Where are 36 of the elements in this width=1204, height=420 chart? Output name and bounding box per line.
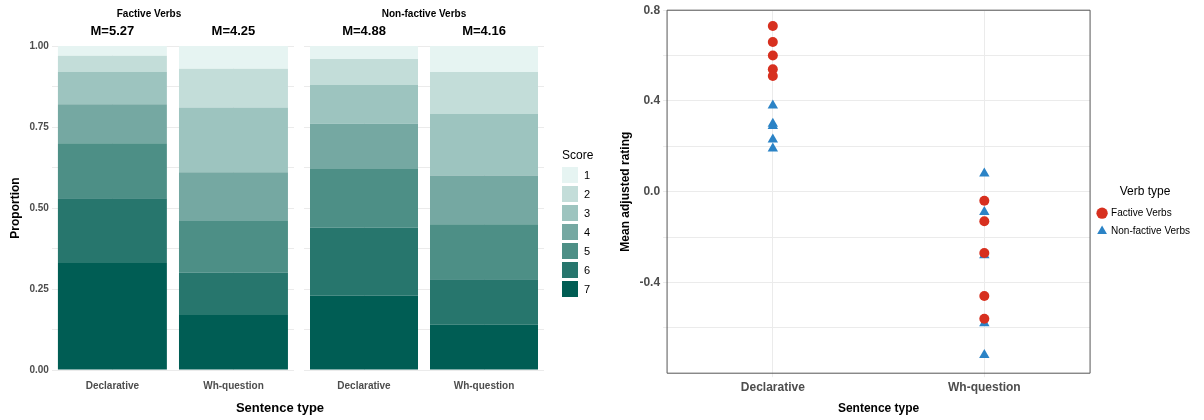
legend-label: 7 (584, 283, 591, 295)
legend-label: 2 (584, 188, 591, 200)
legend-label: 3 (584, 207, 591, 219)
x-tick-label: Wh-question (203, 379, 264, 391)
legend-label: 5 (584, 245, 591, 257)
annotation: M=5.27 (90, 23, 135, 39)
y-tick-label: 0.50 (29, 201, 50, 213)
chart-title: Factive Verbs (116, 7, 182, 19)
x-axis-title: Sentence type (837, 401, 920, 416)
legend-label: Factive Verbs (1111, 206, 1172, 218)
annotation: M=4.88 (342, 23, 386, 39)
x-tick-label: Wh-question (453, 379, 515, 391)
x-tick-label: Declarative (337, 379, 392, 391)
y-tick-label: -0.4 (639, 274, 661, 289)
y-tick-label: 0.4 (643, 93, 661, 108)
legend-label: 1 (584, 169, 591, 181)
y-tick-label: 0.0 (643, 184, 661, 199)
y-axis-title: Mean adjusted rating (617, 131, 632, 252)
x-tick-label: Wh-question (948, 379, 1021, 394)
legend-label: 4 (584, 226, 591, 238)
y-tick-label: 0.00 (29, 363, 50, 375)
legend-label: Non-factive Verbs (1111, 224, 1191, 236)
legend-title: Verb type (1119, 184, 1171, 199)
x-axis-title: Sentence type (234, 400, 326, 415)
x-tick-label: Declarative (740, 379, 806, 394)
legend-label: 6 (584, 264, 591, 276)
y-tick-label: 0.75 (29, 120, 50, 132)
annotation: M=4.25 (211, 23, 256, 39)
chart-title: Non-factive Verbs (381, 7, 467, 19)
y-tick-label: 0.25 (29, 282, 50, 294)
legend-title: Score (562, 148, 594, 162)
y-tick-label: 1.00 (29, 39, 50, 51)
x-tick-label: Declarative (85, 379, 140, 391)
y-axis-title: Proportion (7, 177, 22, 239)
y-tick-label: 0.8 (643, 2, 661, 17)
annotation: M=4.16 (462, 23, 506, 39)
